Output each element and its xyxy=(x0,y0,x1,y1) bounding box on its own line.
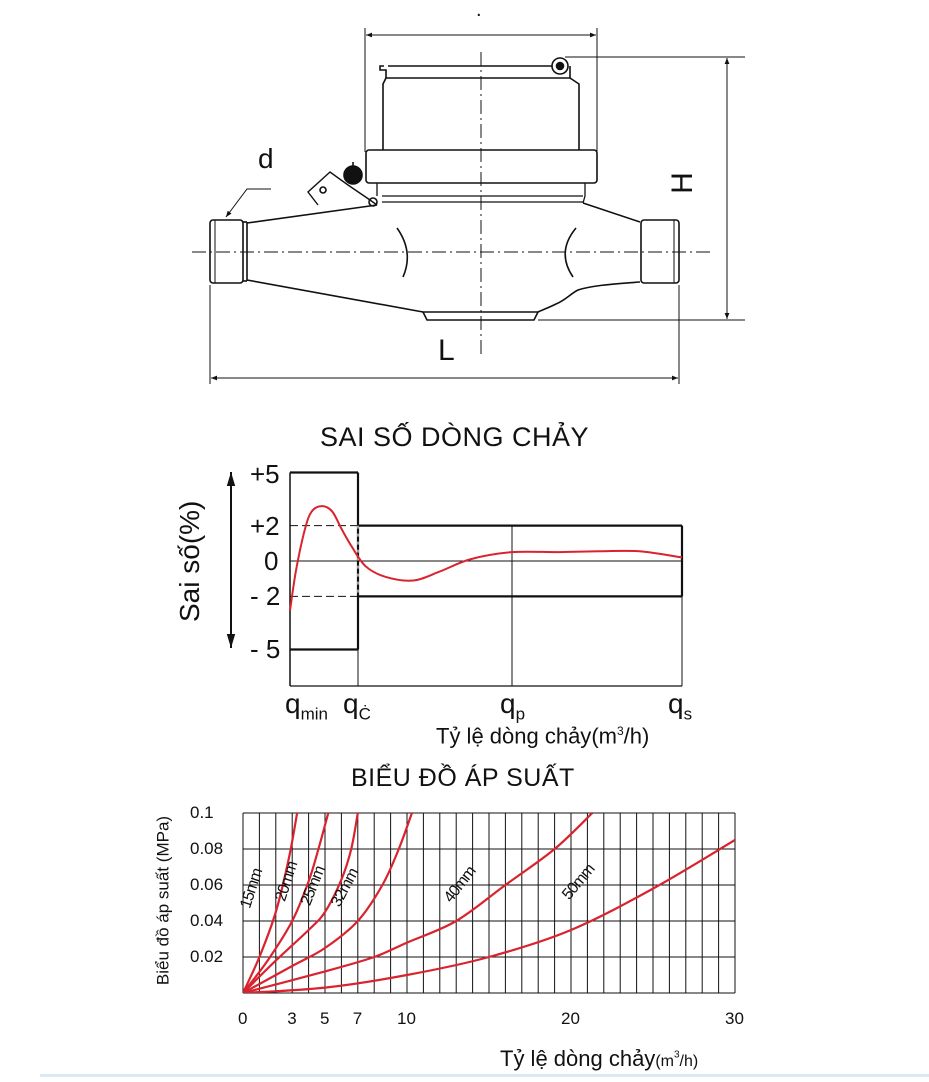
xlabel-text: Tỷ lệ dòng chảy xyxy=(500,1046,656,1071)
error-ytick: 0 xyxy=(264,546,279,576)
tick-sub: p xyxy=(515,704,526,724)
pressure-ytick: 0.08 xyxy=(190,839,224,858)
pressure-ytick: 0.02 xyxy=(190,947,224,966)
error-chart xyxy=(226,471,684,687)
xunit: (m xyxy=(591,723,617,749)
xunit-sup: 3 xyxy=(616,724,624,738)
pressure-chart-ylabel: Biểu đồ áp suất (MPa) xyxy=(153,815,173,986)
xlabel-text: Tỷ lệ dòng chảy xyxy=(436,723,592,749)
error-ytick: +2 xyxy=(250,511,280,541)
pressure-xtick: 5 xyxy=(320,1009,330,1028)
tick-main: q xyxy=(285,688,301,719)
cap-bolt xyxy=(551,57,569,75)
pressure-chart-xlabel: Tỷ lệ dòng chảy(m3/h) xyxy=(500,1048,698,1070)
bottom-pad xyxy=(421,311,540,321)
pressure-curve-25mm xyxy=(243,813,359,993)
pressure-ytick: 0.1 xyxy=(190,803,214,822)
pressure-curve-50mm xyxy=(243,839,735,993)
error-curve xyxy=(289,505,683,611)
tick-main: q xyxy=(668,688,684,719)
pressure-ytick: 0.04 xyxy=(190,911,224,930)
meter-body xyxy=(246,202,641,313)
error-chart-xlabel: Tỷ lệ dòng chảy(m3/h) xyxy=(436,725,649,747)
pressure-xtick: 10 xyxy=(397,1009,416,1028)
xunit-sup: 3 xyxy=(673,1049,680,1061)
tick-sub: Ċ xyxy=(358,704,371,724)
error-xtick-qp: qp xyxy=(500,690,525,723)
error-chart-title: SAI SỐ DÒNG CHẢY xyxy=(320,422,590,452)
pressure-xtick: 7 xyxy=(352,1009,363,1028)
xunit: /h) xyxy=(679,1053,699,1070)
l-label: L xyxy=(438,334,455,367)
right-coupling xyxy=(640,219,680,284)
pressure-curve-15mm xyxy=(243,813,299,993)
pressure-curve-20mm xyxy=(243,813,330,993)
d-leader xyxy=(225,188,271,218)
error-xtick-qmin: qmin xyxy=(285,690,328,723)
error-ytick: +5 xyxy=(250,459,280,489)
meter-ring xyxy=(365,149,598,184)
pressure-xtick: 20 xyxy=(561,1009,580,1028)
tick-main: q xyxy=(343,688,359,719)
error-ytick: - 2 xyxy=(250,581,281,611)
d-label: d xyxy=(258,143,274,174)
left-coupling xyxy=(209,219,244,284)
top-dot-label: . xyxy=(476,0,482,21)
pressure-curve-40mm xyxy=(243,813,594,993)
water-meter-drawing xyxy=(192,28,745,384)
error-ytick: - 5 xyxy=(250,634,281,664)
error-xtick-qs: qs xyxy=(668,690,692,723)
error-xtick-qc: qĊ xyxy=(343,690,371,723)
pressure-xtick: 0 xyxy=(238,1009,248,1028)
pressure-chart-title: BIỂU ĐỒ ÁP SUẤT xyxy=(351,764,575,792)
tick-main: q xyxy=(500,688,516,719)
meter-dome xyxy=(382,77,580,150)
tick-sub: s xyxy=(683,704,693,724)
pressure-ytick: 0.06 xyxy=(190,875,224,894)
xunit: (m xyxy=(655,1053,674,1070)
pressure-xtick: 30 xyxy=(725,1009,744,1028)
xunit: /h) xyxy=(623,723,650,749)
pressure-curve-32mm xyxy=(243,813,413,993)
tick-sub: min xyxy=(300,704,328,724)
pressure-xtick: 3 xyxy=(287,1009,297,1028)
valve-bracket xyxy=(307,171,378,206)
bottom-bar xyxy=(40,1074,929,1077)
